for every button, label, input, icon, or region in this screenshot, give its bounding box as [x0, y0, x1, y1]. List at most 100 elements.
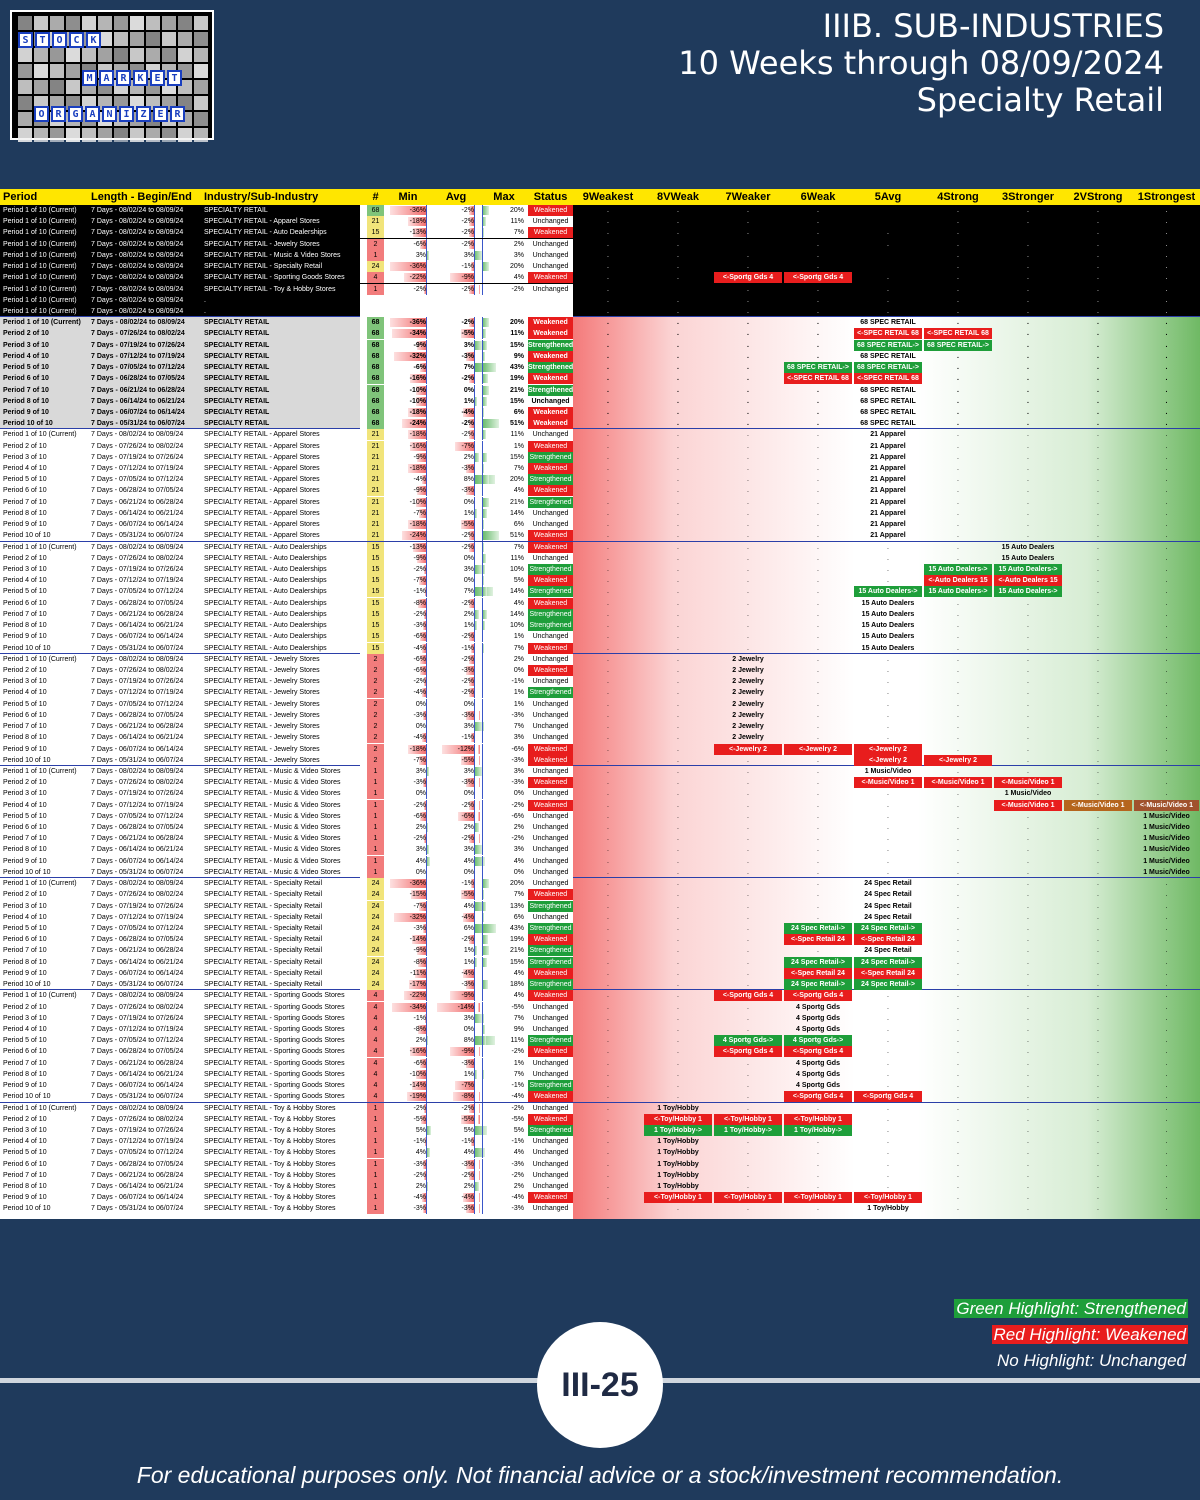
max-value: 1%	[513, 700, 524, 708]
length-cell: 7 Days - 08/02/24 to 08/09/24	[91, 274, 184, 282]
logo-letter: E	[150, 70, 165, 86]
max-cell: 21%	[480, 384, 528, 396]
empty-dot: .	[817, 307, 819, 315]
empty-dot: .	[1097, 543, 1099, 551]
zero-axis	[474, 777, 475, 789]
empty-dot: .	[1097, 521, 1099, 529]
min-cell: -18%	[384, 216, 432, 228]
status-cell: Unchanged	[532, 812, 569, 820]
zero-axis	[474, 339, 475, 351]
strength-label: 1 Toy/Hobby->	[784, 1124, 852, 1136]
zero-axis	[482, 833, 483, 845]
empty-dot: .	[887, 1070, 889, 1078]
legend-weakened: Red Highlight: Weakened	[991, 1325, 1188, 1344]
status-cell: Unchanged	[532, 633, 569, 641]
empty-dot: .	[677, 1205, 679, 1213]
empty-dot: .	[677, 431, 679, 439]
empty-dot: .	[1097, 700, 1099, 708]
min-bar	[424, 1103, 426, 1113]
empty-dot: .	[1165, 263, 1168, 271]
avg-cell: 6%	[432, 923, 490, 934]
empty-dot: .	[887, 1115, 889, 1123]
count-cell: 1	[367, 1102, 384, 1114]
zero-axis	[482, 1147, 483, 1159]
count-cell: 4	[367, 990, 384, 1002]
industry-cell: SPECIALTY RETAIL - Sporting Goods Stores	[204, 274, 345, 282]
max-value: -2%	[511, 1048, 524, 1056]
stats-background	[360, 1102, 573, 1114]
empty-dot: .	[677, 610, 679, 618]
stats-background	[360, 866, 573, 878]
min-cell: -24%	[384, 530, 432, 542]
period-cell: Period 5 of 10	[3, 364, 49, 372]
zero-axis	[482, 676, 483, 688]
strength-label: <-Spec Retail 24	[854, 934, 922, 946]
count-cell: 15	[367, 608, 384, 620]
zero-axis	[482, 474, 483, 486]
empty-dot: .	[607, 543, 609, 551]
zero-axis	[426, 1203, 427, 1215]
min-cell: -14%	[384, 934, 432, 946]
status-cell: Unchanged	[532, 431, 569, 439]
min-value: 0%	[415, 723, 426, 731]
empty-dot: .	[607, 666, 609, 674]
length-cell: 7 Days - 08/02/24 to 08/09/24	[91, 251, 184, 259]
empty-dot: .	[747, 891, 749, 899]
min-cell: -2%	[384, 1102, 432, 1114]
avg-bar	[460, 755, 474, 765]
title-line-3: Specialty Retail	[916, 81, 1164, 119]
zero-axis	[426, 440, 427, 452]
max-value: -1%	[511, 1138, 524, 1146]
empty-dot: .	[1027, 610, 1029, 618]
strength-label: <-Jewelry 2	[784, 743, 852, 755]
avg-value: -4%	[461, 408, 474, 416]
zero-axis	[482, 866, 483, 878]
industry-cell: SPECIALTY RETAIL - Specialty Retail	[204, 263, 323, 271]
empty-dot: .	[677, 801, 679, 809]
zero-axis	[474, 732, 475, 744]
zero-axis	[482, 1113, 483, 1125]
zero-axis	[482, 463, 483, 475]
min-bar	[407, 1092, 426, 1102]
empty-dot: .	[1027, 700, 1029, 708]
min-cell: -6%	[384, 664, 432, 676]
zero-axis	[426, 575, 427, 587]
zero-axis	[426, 496, 427, 508]
table-row: Period 6 of 10 7 Days - 06/28/24 to 07/05…	[0, 485, 1200, 497]
table-row: Period 7 of 10 7 Days - 06/21/24 to 06/28…	[0, 721, 1200, 733]
max-bar	[479, 1137, 481, 1147]
max-value: 2%	[513, 1183, 524, 1191]
status-cell: Strengthened	[528, 564, 573, 575]
empty-dot: .	[677, 442, 679, 450]
min-cell: -34%	[384, 328, 432, 340]
zero-axis	[482, 1035, 483, 1047]
empty-dot: .	[607, 925, 609, 932]
max-cell: 43%	[480, 362, 528, 374]
min-value: -34%	[409, 1003, 426, 1011]
stats-background	[360, 732, 573, 744]
zero-axis	[482, 620, 483, 632]
period-cell: Period 5 of 10	[3, 925, 47, 932]
period-cell: Period 10 of 10	[3, 420, 53, 428]
strength-label: <-Music/Video 1	[854, 777, 922, 789]
empty-dot: .	[817, 801, 819, 809]
avg-cell: 4%	[432, 1147, 485, 1159]
min-cell: -6%	[384, 238, 432, 250]
strength-label: 4 Sportg Gds	[796, 1003, 840, 1011]
avg-cell: 1%	[432, 1068, 480, 1080]
min-value: -2%	[413, 1104, 426, 1112]
empty-dot: .	[747, 767, 749, 775]
empty-dot: .	[887, 1138, 889, 1146]
zero-axis	[474, 384, 475, 396]
empty-dot: .	[1027, 835, 1029, 843]
empty-dot: .	[1165, 1082, 1168, 1090]
length-cell: 7 Days - 08/02/24 to 08/09/24	[91, 240, 184, 248]
min-bar	[408, 464, 426, 474]
min-value: -17%	[409, 981, 426, 989]
max-bar	[482, 351, 485, 361]
header-status: Status	[533, 191, 568, 203]
empty-dot: .	[1165, 1059, 1168, 1067]
table-row: Period 1 of 10 (Current) 7 Days - 08/02/2…	[0, 205, 1200, 217]
status-cell: Weakened	[528, 1113, 573, 1125]
empty-dot: .	[957, 1082, 959, 1090]
